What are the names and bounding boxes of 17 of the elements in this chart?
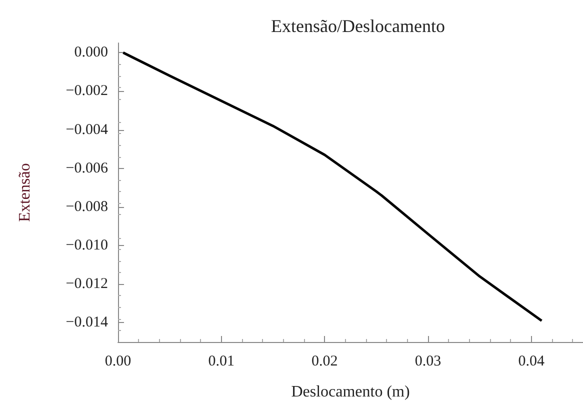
x-tick-label: 0.02 [312, 354, 338, 370]
y-tick-label: 0.000 [74, 44, 108, 61]
x-tick-label: 0.04 [518, 354, 545, 370]
x-axis-title: Deslocamento (m) [291, 384, 410, 400]
x-tick-label: 0.00 [104, 354, 132, 370]
line-series [122, 51, 543, 322]
y-tick-label: −0.014 [66, 314, 108, 331]
x-tick-label: 0.01 [208, 354, 234, 370]
y-tick-label: −0.006 [66, 160, 108, 176]
y-tick-label: −0.002 [66, 83, 108, 100]
y-axis-title: Extensão [16, 163, 34, 222]
y-tick-label: −0.004 [66, 122, 108, 138]
y-tick-label: −0.012 [66, 276, 108, 292]
x-tick-label: 0.03 [414, 354, 442, 370]
y-tick-label: −0.010 [66, 238, 108, 254]
y-tick-label: −0.008 [66, 198, 108, 215]
chart-title: Extensão/Deslocamento [271, 16, 445, 36]
